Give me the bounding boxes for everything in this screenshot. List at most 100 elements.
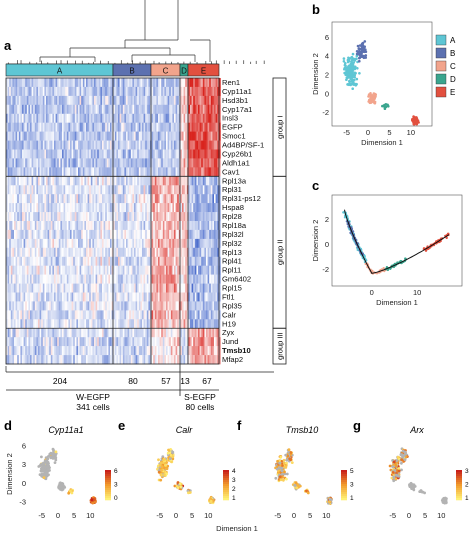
heatmap-cell	[73, 185, 76, 195]
heatmap-cell	[198, 131, 200, 141]
heatmap-cell	[159, 203, 162, 213]
heatmap-cell	[143, 131, 146, 141]
heatmap-cell	[134, 247, 136, 258]
heatmap-cell	[100, 310, 103, 320]
heatmap-cell	[167, 212, 170, 222]
heatmap-cell	[204, 328, 207, 338]
heatmap-cell	[154, 283, 157, 293]
heatmap-cell	[159, 238, 162, 249]
heatmap-cell	[49, 203, 52, 213]
heatmap-cell	[50, 140, 53, 150]
heatmap-cell	[215, 95, 218, 106]
heatmap-cell	[18, 149, 21, 159]
heatmap-cell	[12, 167, 15, 177]
heatmap-cell	[214, 194, 216, 204]
heatmap-cell	[30, 283, 32, 293]
heatmap-cell	[166, 337, 168, 347]
heatmap-cell	[126, 203, 128, 213]
heatmap-cell	[118, 292, 120, 302]
heatmap-cell	[31, 337, 34, 347]
heatmap-cell	[68, 113, 71, 124]
heatmap-cell	[42, 247, 45, 258]
heatmap-cell	[142, 274, 144, 284]
heatmap-cell	[118, 86, 120, 97]
heatmap-cell	[87, 310, 90, 320]
heatmap-cell	[34, 310, 37, 320]
heatmap-cell	[108, 212, 111, 222]
heatmap-cell	[63, 203, 66, 213]
heatmap-cell	[114, 229, 117, 240]
heatmap-cell	[209, 221, 212, 231]
heatmap-cell	[210, 149, 213, 159]
heatmap-cell	[86, 274, 88, 284]
heatmap-cell	[62, 256, 64, 267]
heatmap-cell	[122, 301, 125, 311]
heatmap-cell	[87, 346, 90, 356]
heatmap-cell	[76, 131, 79, 141]
heatmap-cell	[71, 274, 74, 284]
heatmap-cell	[166, 185, 168, 195]
heatmap-cell	[25, 167, 28, 177]
cluster-count: 13	[180, 376, 190, 386]
heatmap-cell	[166, 140, 168, 150]
heatmap-cell	[62, 113, 64, 124]
heatmap-cell	[17, 229, 20, 240]
heatmap-cell	[73, 229, 76, 240]
heatmap-cell	[10, 131, 13, 141]
heatmap-cell	[180, 247, 183, 258]
heatmap-cell	[204, 131, 207, 141]
heatmap-cell	[10, 238, 13, 249]
heatmap-cell	[130, 274, 133, 284]
heatmap-cell	[94, 212, 96, 222]
heatmap-cell	[193, 176, 196, 186]
heatmap-cell	[210, 337, 213, 347]
heatmap-cell	[74, 140, 77, 150]
heatmap-cell	[180, 158, 183, 168]
heatmap-cell	[183, 78, 186, 88]
heatmap-cell	[95, 221, 98, 231]
heatmap-cell	[185, 346, 188, 356]
heatmap-cell	[148, 104, 151, 115]
heatmap-cell	[86, 247, 88, 258]
heatmap-cell	[74, 78, 77, 88]
heatmap-cell	[193, 158, 196, 168]
heatmap-cell	[86, 140, 88, 150]
heatmap-cell	[63, 113, 66, 124]
heatmap-cell	[84, 310, 87, 320]
heatmap-cell	[14, 86, 16, 97]
heatmap-cell	[209, 158, 212, 168]
heatmap-cell	[78, 238, 80, 249]
heatmap-cell	[169, 319, 172, 329]
heatmap-cell	[14, 140, 16, 150]
heatmap-cell	[39, 86, 42, 97]
heatmap-cell	[54, 78, 56, 88]
heatmap-cell	[154, 113, 157, 124]
heatmap-cell	[169, 265, 172, 275]
heatmap-cell	[190, 310, 192, 320]
heatmap-cell	[23, 319, 26, 329]
heatmap-cell	[103, 310, 106, 320]
cluster-point-a	[347, 56, 350, 60]
heatmap-cell	[210, 346, 213, 356]
cluster-point-e	[415, 122, 419, 126]
heatmap-cell	[33, 78, 36, 88]
heatmap-cell	[191, 158, 194, 168]
heatmap-cell	[138, 131, 141, 141]
heatmap-cell	[114, 337, 117, 347]
heatmap-cell	[177, 86, 180, 97]
heatmap-cell	[36, 176, 39, 186]
heatmap-cell	[38, 328, 40, 338]
heatmap-cell	[113, 140, 116, 150]
heatmap-cell	[38, 355, 40, 365]
heatmap-cell	[174, 355, 176, 365]
gene-label: Rpl11	[222, 266, 241, 275]
heatmap-cell	[119, 247, 122, 258]
heatmap-cell	[118, 149, 120, 159]
heatmap-cell	[41, 292, 44, 302]
heatmap-cell	[210, 167, 213, 177]
heatmap-cell	[148, 149, 151, 159]
heatmap-cell	[159, 346, 162, 356]
heatmap-cell	[119, 176, 122, 186]
heatmap-cell	[116, 328, 119, 338]
heatmap-cell	[209, 212, 212, 222]
